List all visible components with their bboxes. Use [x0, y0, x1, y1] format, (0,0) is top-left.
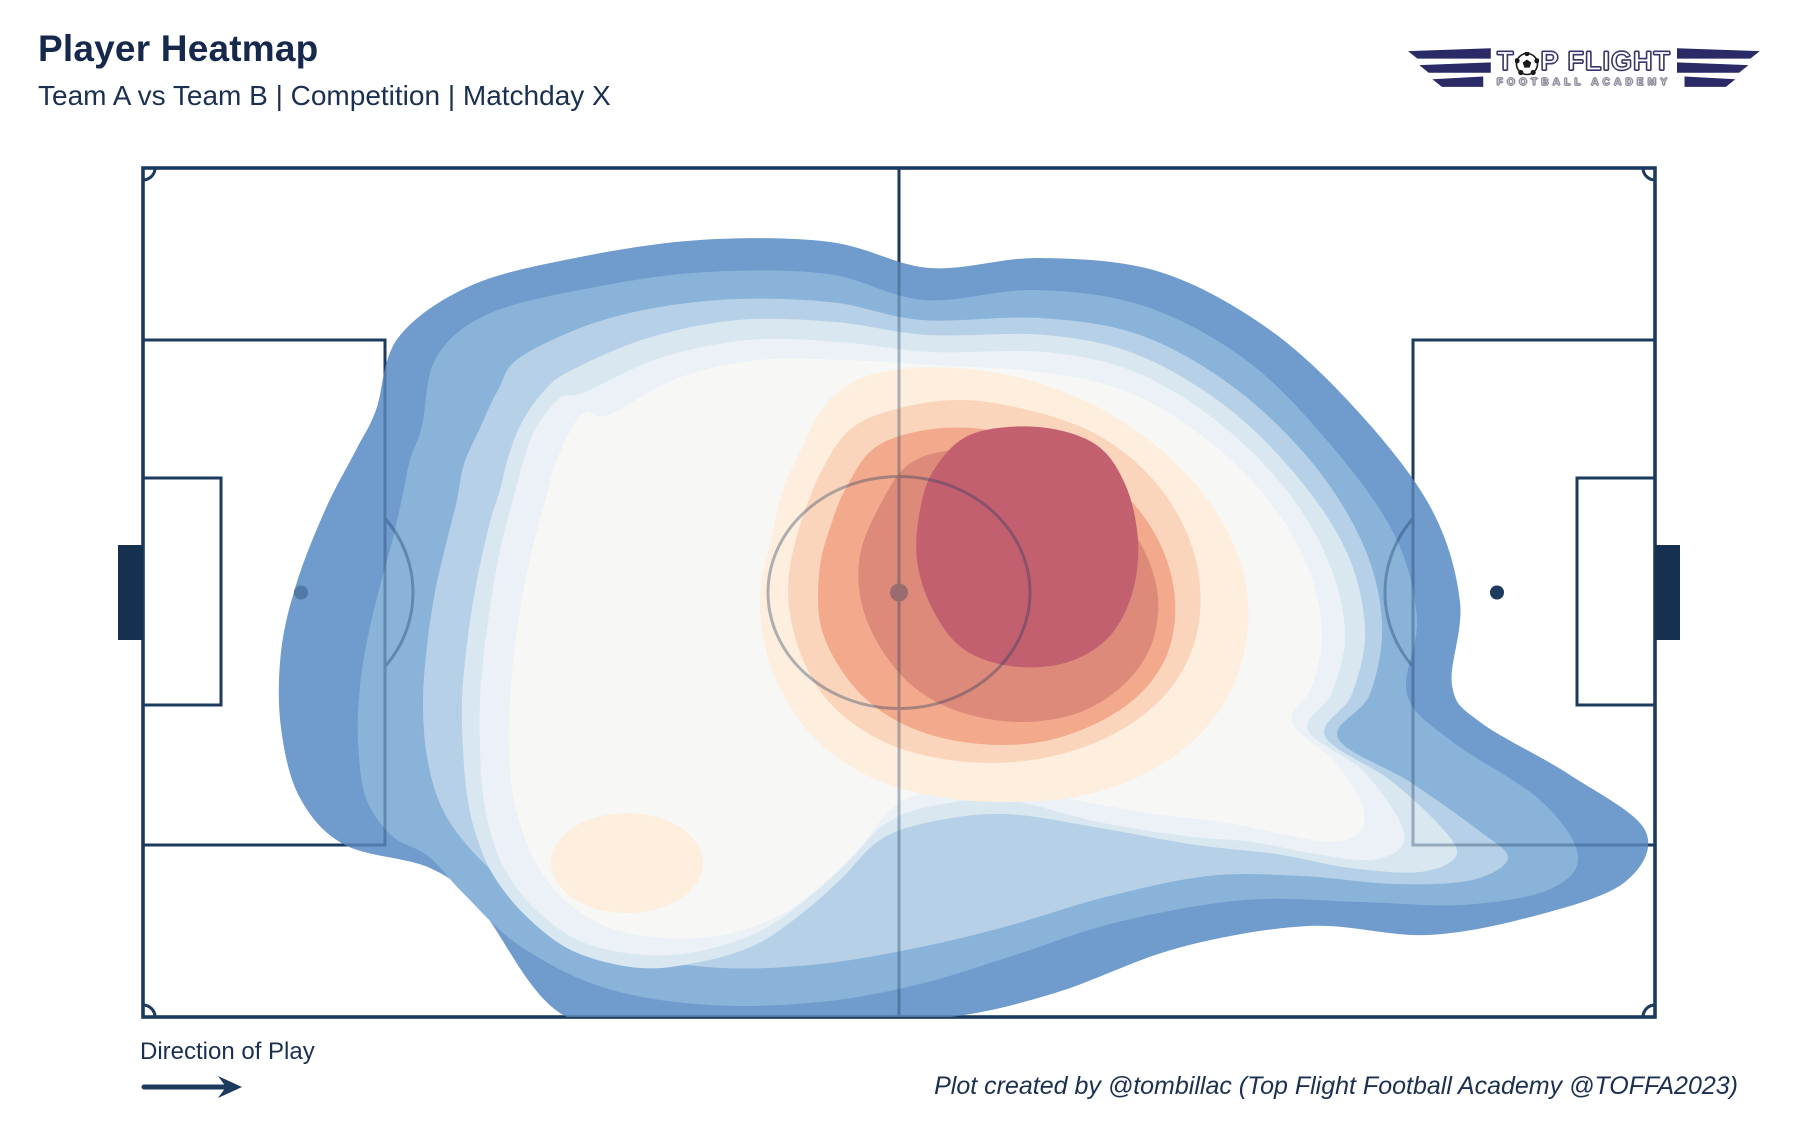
top-flight-academy-logo: T P FLIGHT FOOTBALL ACADEMY [1408, 32, 1760, 104]
credit-text: Plot created by @tombillac (Top Flight F… [934, 1072, 1738, 1100]
logo-title: T P FLIGHT [1496, 46, 1671, 76]
logo-right-wing-icon [1677, 48, 1760, 87]
logo-title-text-2: P FLIGHT [1540, 46, 1671, 76]
pitch-lines-overlay [118, 166, 1680, 1019]
page-subtitle: Team A vs Team B | Competition | Matchda… [38, 80, 611, 111]
logo-title-text: T [1496, 46, 1515, 76]
logo-left-wing-icon [1408, 48, 1491, 87]
direction-of-play-label: Direction of Play [140, 1038, 315, 1065]
logo-subtitle: FOOTBALL ACADEMY [1496, 77, 1672, 88]
soccer-ball-icon [1515, 51, 1540, 75]
page-title: Player Heatmap [38, 28, 319, 69]
kde-heatmap-layers [278, 238, 1649, 1017]
direction-of-play-arrow-icon [141, 1076, 242, 1098]
